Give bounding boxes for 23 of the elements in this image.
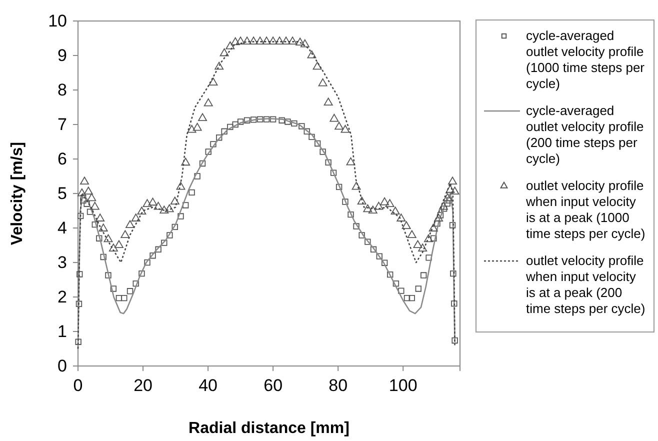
y-tick-label: 9 [58, 46, 67, 65]
y-tick-label: 5 [58, 184, 67, 203]
y-tick-label: 4 [58, 218, 67, 238]
x-tick-label: 20 [134, 376, 152, 396]
x-tick-label: 0 [73, 376, 83, 396]
x-tick-label: 80 [328, 376, 348, 396]
legend-label: outlet velocity profile when input velocity is at a peak (1000 time steps per cycle) [525, 178, 646, 241]
y-tick-label: 10 [48, 11, 67, 30]
y-tick-label: 6 [58, 149, 67, 168]
y-tick-label: 0 [58, 356, 67, 376]
y-axis-title: Velocity [m/s] [9, 142, 26, 246]
x-tick-label: 100 [388, 376, 418, 396]
y-tick-label: 1 [58, 322, 67, 341]
x-axis-title: Radial distance [mm] [188, 420, 350, 437]
y-tick-label: 7 [58, 114, 67, 134]
x-tick-label: 40 [198, 376, 218, 396]
y-tick-label: 3 [58, 252, 67, 272]
legend-label: cycle-averaged outlet velocity profile (200 time steps per cycle) [526, 103, 644, 166]
y-tick-label: 8 [58, 80, 67, 100]
y-tick-label: 2 [58, 287, 67, 306]
x-tick-label: 60 [264, 376, 283, 396]
legend-label: cycle-averaged outlet velocity profile (1000 time steps per cycle) [526, 28, 646, 91]
legend-label: outlet velocity profile when input velocity is at a peak (200 time steps per cycle) [525, 253, 646, 316]
